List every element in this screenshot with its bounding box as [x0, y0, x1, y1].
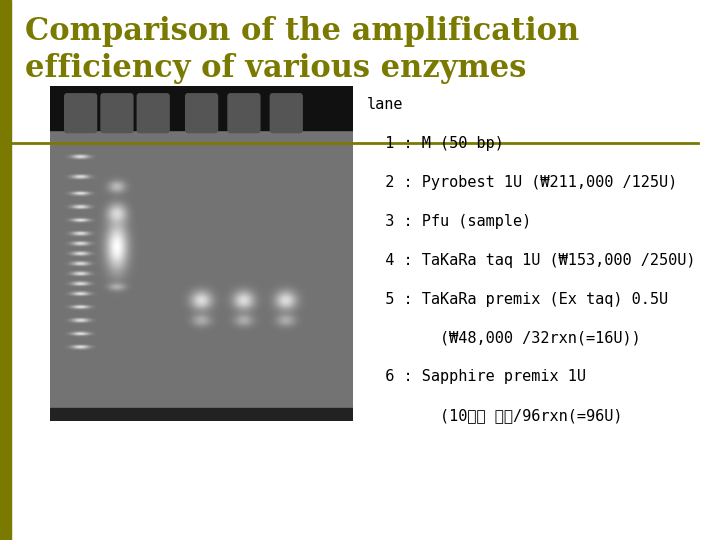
Text: 2 : Pyrobest 1U (₩211,000 /125U): 2 : Pyrobest 1U (₩211,000 /125U): [367, 175, 678, 190]
Text: 1 : M (50 bp): 1 : M (50 bp): [367, 136, 504, 151]
Bar: [50, 86, 353, 130]
FancyBboxPatch shape: [185, 93, 218, 133]
FancyBboxPatch shape: [269, 93, 303, 133]
Text: 4 : TaKaRa taq 1U (₩153,000 /250U): 4 : TaKaRa taq 1U (₩153,000 /250U): [367, 253, 696, 268]
Text: 3 : Pfu (sample): 3 : Pfu (sample): [367, 214, 531, 229]
Bar: [50, 408, 353, 421]
FancyBboxPatch shape: [100, 93, 134, 133]
FancyBboxPatch shape: [137, 93, 170, 133]
Text: Comparison of the amplification
efficiency of various enzymes: Comparison of the amplification efficien…: [25, 16, 580, 84]
Text: 6 : Sapphire premix 1U: 6 : Sapphire premix 1U: [367, 369, 586, 384]
Text: (₩48,000 /32rxn(=16U)): (₩48,000 /32rxn(=16U)): [367, 330, 641, 346]
Text: lane: lane: [367, 97, 404, 112]
FancyBboxPatch shape: [228, 93, 261, 133]
FancyBboxPatch shape: [64, 93, 97, 133]
Text: 5 : TaKaRa premix (Ex taq) 0.5U: 5 : TaKaRa premix (Ex taq) 0.5U: [367, 292, 668, 307]
Text: (10만원 정도/96rxn(=96U): (10만원 정도/96rxn(=96U): [367, 408, 623, 423]
